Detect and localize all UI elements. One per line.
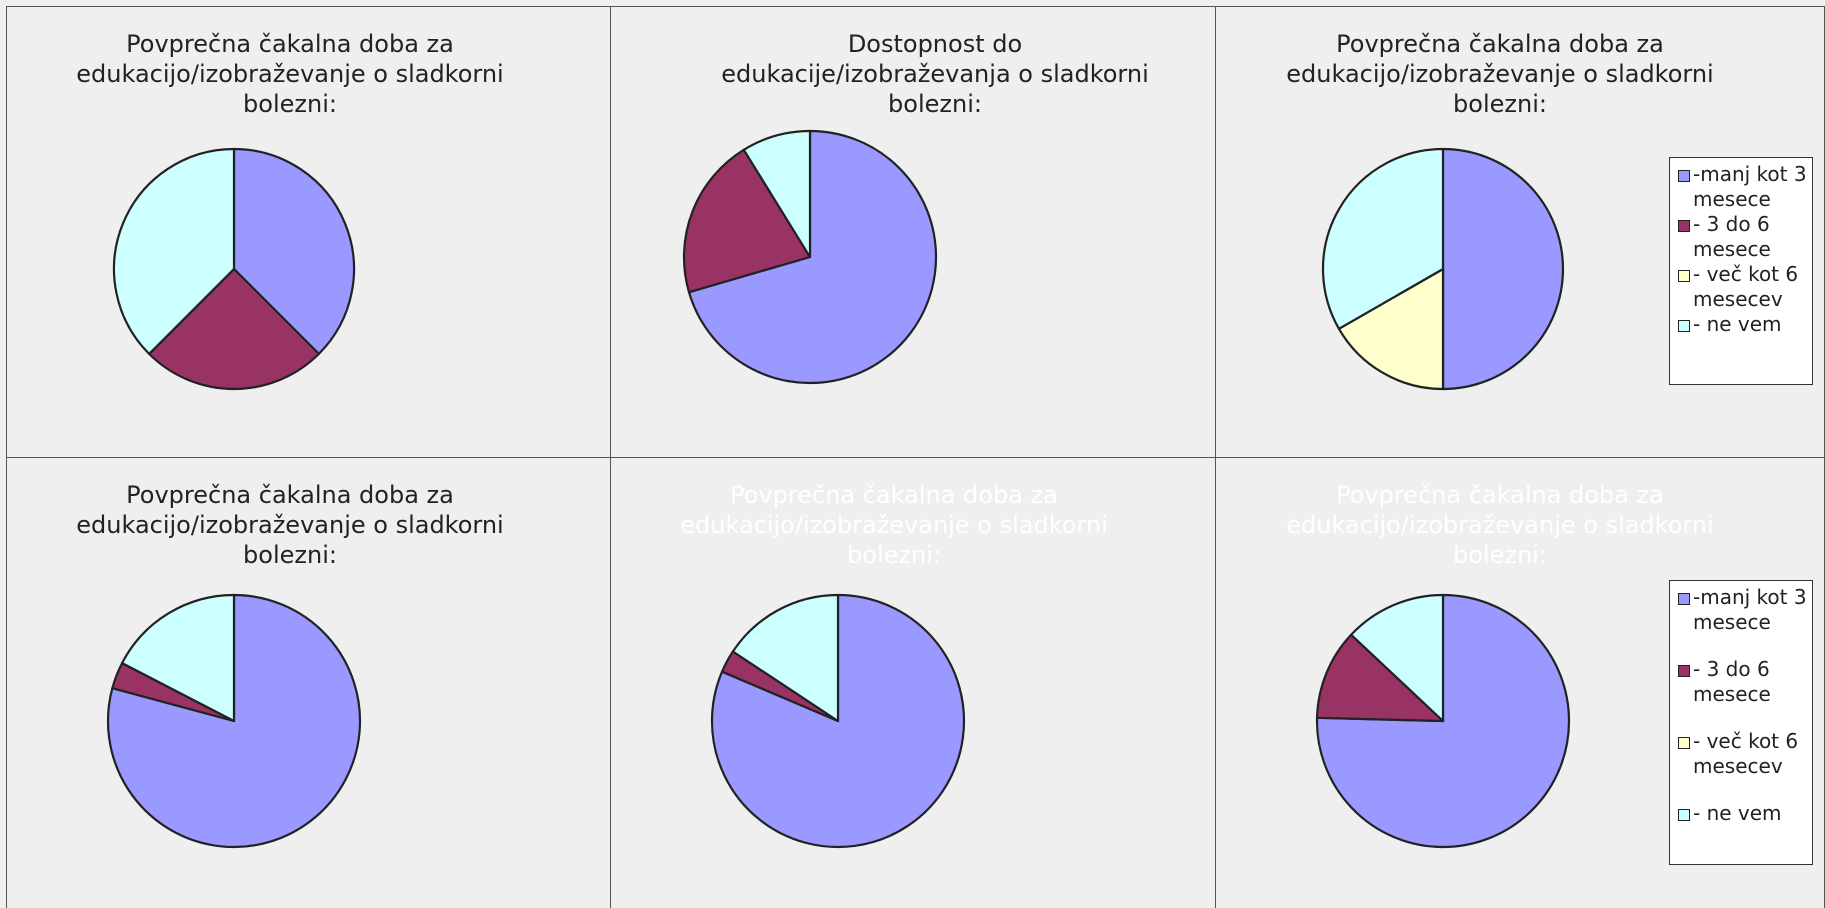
chart-panel: Dostopnost do edukacije/izobraževanja o … (610, 6, 1215, 457)
chart-title: Povprečna čakalna doba za edukacijo/izob… (1286, 30, 1714, 118)
pie-chart (682, 129, 938, 385)
legend-label: - ne vem (1693, 801, 1782, 825)
pie-slice (731, 593, 840, 723)
legend-item: - več kot 6 mesecev (1678, 729, 1808, 779)
pie-chart (106, 593, 362, 849)
legend-label: - 3 do 6 mesece (1693, 657, 1771, 706)
legend-label: -manj kot 3 mesece (1693, 585, 1807, 634)
pie-slice (1441, 147, 1565, 391)
chart-panel: Povprečna čakalna doba za edukacijo/izob… (6, 457, 610, 908)
legend-item: - 3 do 6 mesece (1678, 657, 1808, 707)
pie-slice (1350, 593, 1445, 723)
legend-label: - več kot 6 mesecev (1693, 729, 1799, 778)
legend-swatch (1678, 665, 1690, 677)
pie-slice (687, 129, 938, 385)
pie-chart (1315, 593, 1571, 849)
legend-item: -manj kot 3 mesece (1678, 162, 1808, 212)
legend-swatch (1678, 809, 1690, 821)
legend: -manj kot 3 mesece - 3 do 6 mesece - več k… (1669, 157, 1813, 385)
legend-label: -manj kot 3 mesece (1693, 162, 1807, 211)
legend-label: - več kot 6 mesecev (1693, 262, 1799, 311)
legend-label: - ne vem (1693, 312, 1782, 336)
chart-panel: Povprečna čakalna doba za edukacijo/izob… (1215, 457, 1825, 908)
legend-swatch (1678, 170, 1690, 182)
pie-slice (1315, 633, 1445, 723)
legend-swatch (1678, 737, 1690, 749)
legend-swatch (1678, 593, 1690, 605)
chart-title: Povprečna čakalna doba za edukacijo/izob… (680, 481, 1108, 569)
legend-item: - več kot 6 mesecev (1678, 262, 1808, 312)
pie-slice (148, 267, 320, 391)
legend-item: -manj kot 3 mesece (1678, 585, 1808, 635)
legend-item: - ne vem (1678, 801, 1808, 826)
chart-panel: Povprečna čakalna doba za edukacijo/izob… (6, 6, 610, 457)
pie-slice (742, 129, 812, 259)
pie-chart (112, 147, 356, 391)
pie-slice (1321, 147, 1445, 330)
chart-title: Povprečna čakalna doba za edukacijo/izob… (76, 481, 504, 569)
chart-title: Dostopnost do edukacije/izobraževanja o … (721, 30, 1149, 118)
pie-chart (1321, 147, 1565, 391)
pie-slice (112, 147, 236, 355)
legend: -manj kot 3 mesece - 3 do 6 mesece - več k… (1669, 580, 1813, 865)
legend-item: - ne vem (1678, 312, 1808, 337)
chart-title: Povprečna čakalna doba za edukacijo/izob… (1286, 481, 1714, 569)
legend-swatch (1678, 220, 1690, 232)
legend-label: - 3 do 6 mesece (1693, 212, 1771, 261)
pie-chart (710, 593, 966, 849)
pie-slice (120, 593, 236, 723)
legend-swatch (1678, 320, 1690, 332)
pie-slice (1337, 267, 1445, 391)
chart-title: Povprečna čakalna doba za edukacijo/izob… (76, 30, 504, 118)
chart-panel: Povprečna čakalna doba za edukacijo/izob… (610, 457, 1215, 908)
pie-slice (682, 148, 812, 294)
chart-panel: Povprečna čakalna doba za edukacijo/izob… (1215, 6, 1825, 457)
legend-swatch (1678, 270, 1690, 282)
legend-item: - 3 do 6 mesece (1678, 212, 1808, 262)
pie-slice (232, 147, 356, 355)
